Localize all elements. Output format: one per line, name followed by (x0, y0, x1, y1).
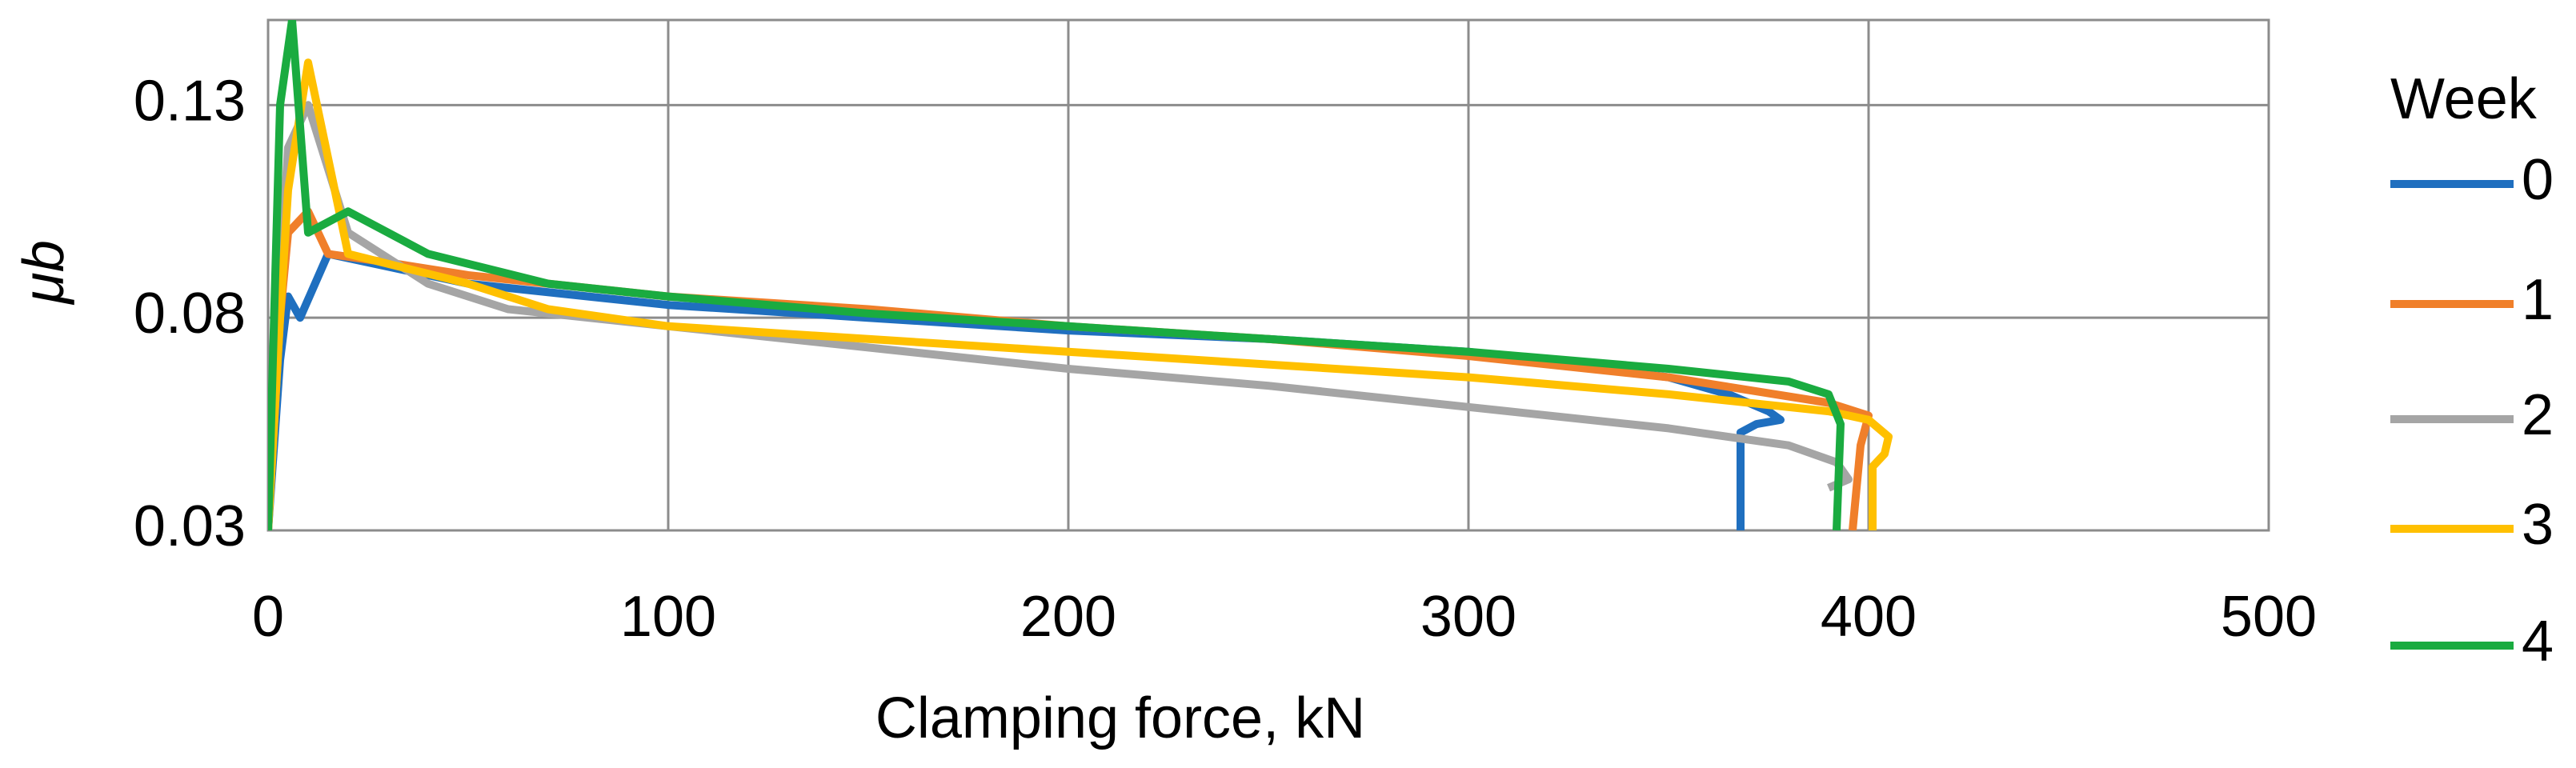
legend-label: 4 (2522, 610, 2554, 674)
series-line (268, 250, 1785, 530)
y-axis-label: μb (12, 240, 76, 306)
x-tick-label: 200 (1020, 585, 1116, 649)
legend-title: Week (2390, 67, 2538, 131)
x-axis-label: Clamping force, kN (875, 686, 1365, 750)
y-tick-label: 0.08 (134, 282, 246, 346)
legend-label: 2 (2522, 383, 2554, 447)
legend-label: 1 (2522, 268, 2554, 332)
series-line (268, 207, 1873, 530)
legend-label: 3 (2522, 493, 2554, 557)
x-tick-label: 100 (620, 585, 716, 649)
y-tick-label: 0.03 (134, 494, 246, 558)
series-line (268, 58, 1893, 530)
legend-label: 0 (2522, 148, 2554, 212)
series-line (268, 20, 1845, 530)
y-tick-label: 0.13 (134, 69, 246, 133)
x-tick-label: 500 (2221, 585, 2317, 649)
x-tick-label: 400 (1821, 585, 1917, 649)
plot-border (266, 18, 2270, 532)
plot-lines (268, 20, 1893, 530)
x-tick-label: 300 (1420, 585, 1516, 649)
x-tick-label: 0 (252, 585, 284, 649)
